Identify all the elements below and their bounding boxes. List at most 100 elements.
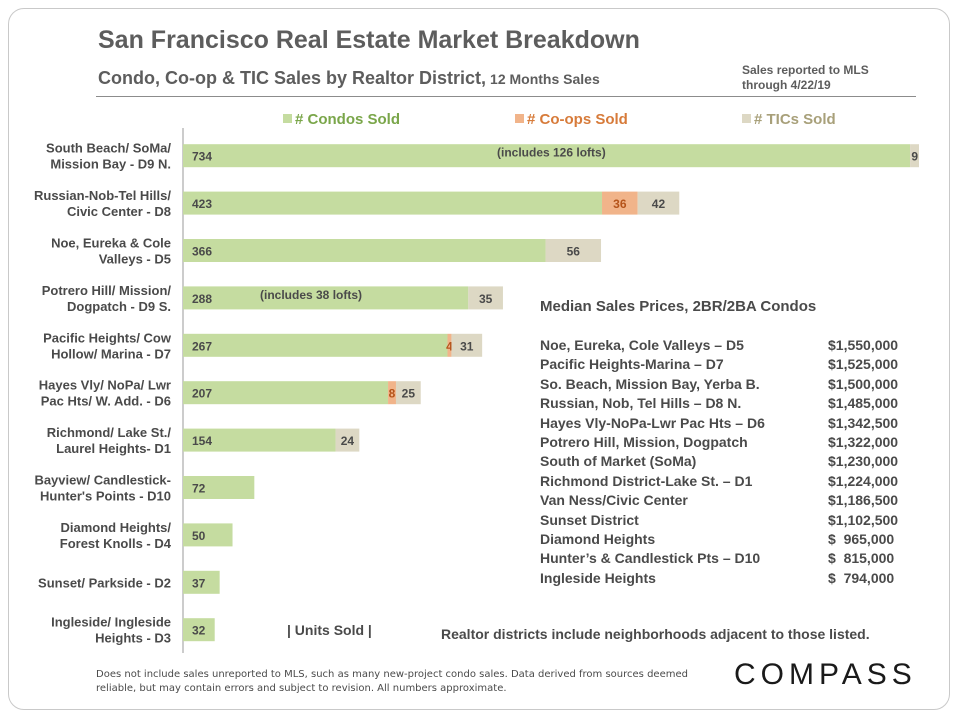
subtitle-period: 12 Months Sales [490,71,600,87]
median-price-row: Sunset District $1,102,500 [540,511,912,530]
category-label: Richmond/ Lake St./ [47,425,172,440]
bar-value-label: 37 [192,576,206,590]
category-label: Laurel Heights- D1 [56,441,171,456]
median-price-row: Russian, Nob, Tel Hills – D8 N. $1,485,00… [540,394,912,413]
bar-value-label: 56 [567,245,581,259]
median-price-value: $ 965,000 [828,530,895,547]
median-price-value: $1,342,500 [828,414,899,431]
bar-value-label: 4 [446,339,453,353]
category-label: Valleys - D5 [99,252,171,267]
median-price-row: Van Ness/Civic Center $1,186,500 [540,491,912,510]
median-price-district: So. Beach, Mission Bay, Yerba B. [540,375,760,392]
median-price-value: $ 794,000 [828,569,895,586]
bar-segment [183,476,255,499]
category-label: Russian-Nob-Tel Hills/ [34,188,171,203]
bar-segment [183,239,546,262]
bar-value-label: 31 [460,339,474,353]
bar-segment [183,428,336,452]
bar-segment [388,381,396,405]
bar-value-label: 366 [192,245,212,259]
category-label: Forest Knolls - D4 [60,536,172,551]
bar-annotation: (includes 126 lofts) [497,146,606,160]
median-price-value: $ 815,000 [828,550,895,567]
median-price-district: Diamond Heights [540,530,656,547]
category-label: South Beach/ SoMa/ [46,141,171,156]
legend-swatch [283,114,292,123]
median-price-value: $1,550,000 [828,337,899,353]
median-price-district: Richmond District-Lake St. – D1 [540,472,753,489]
bar-segment [183,570,220,594]
bar-segment [183,523,233,547]
category-label: Potrero Hill/ Mission/ [42,283,172,298]
median-price-row: Hayes Vly-NoPa-Lwr Pac Hts – D6 $1,342,50… [540,414,912,433]
median-price-district: South of Market (SoMa) [540,453,697,470]
median-price-row: Noe, Eureka, Cole Valleys – D5 $1,550,000 [540,336,912,355]
header-divider [96,96,916,97]
category-label: Heights - D3 [95,631,171,646]
legend-swatch [515,114,524,123]
bar-segment [183,286,469,310]
median-price-value: $1,322,000 [828,433,899,450]
bar-value-label: 423 [192,197,212,211]
category-label: Bayview/ Candlestick- [34,473,171,488]
bar-segment [451,333,483,357]
bar-segment [395,381,421,405]
median-price-value: $1,230,000 [828,453,899,470]
median-price-value: $1,500,000 [828,375,899,392]
bar-segment [183,333,448,357]
compass-logo: COMPASS [734,658,917,691]
bar-value-label: 154 [192,434,212,448]
legend-swatch [742,114,751,123]
bar-segment [183,191,603,215]
median-price-row: Richmond District-Lake St. – D1 $1,224,00… [540,472,912,491]
bar-segment [447,333,452,357]
source-note-line1: Sales reported to MLS [742,63,869,77]
median-price-district: Potrero Hill, Mission, Dogpatch [540,433,748,450]
category-label: Noe, Eureka & Cole [51,236,171,251]
median-price-value: $1,224,000 [828,472,899,489]
x-axis-label: | Units Sold | [287,622,372,638]
category-label: Diamond Heights/ [60,520,171,535]
bar-segment [183,144,911,168]
realtor-note: Realtor districts include neighborhoods … [441,626,870,642]
median-price-district: Hunter’s & Candlestick Pts – D10 [540,550,761,567]
bar-value-label: 36 [613,197,627,211]
median-price-row: Ingleside Heights $ 794,000 [540,569,912,588]
bar-value-label: 24 [341,434,355,448]
bar-value-label: 207 [192,387,212,401]
bar-value-label: 25 [402,387,416,401]
bar-segment [183,618,215,642]
category-label: Pacific Heights/ Cow [43,330,172,345]
median-price-value: $1,186,500 [828,492,899,509]
source-note-line2: through 4/22/19 [742,78,831,92]
median-price-district: Ingleside Heights [540,569,656,586]
bar-segment [637,191,680,215]
median-price-value: $1,525,000 [828,356,899,373]
slide-frame [8,8,950,710]
bar-value-label: 9 [911,150,918,164]
bar-value-label: 288 [192,292,212,306]
legend-label: # Condos Sold [295,111,400,128]
bar-segment [468,286,503,310]
median-price-value: $1,102,500 [828,511,899,528]
bar-value-label: 72 [192,482,206,496]
median-price-row: Diamond Heights $ 965,000 [540,530,912,549]
bar-value-label: 8 [389,387,396,401]
median-price-district: Van Ness/Civic Center [540,492,688,509]
legend-label: # Co-ops Sold [527,111,628,128]
median-price-row: South of Market (SoMa) $1,230,000 [540,452,912,471]
chart-subtitle: Condo, Co-op & TIC Sales by Realtor Dist… [98,68,600,89]
bar-value-label: 50 [192,529,206,543]
category-label: Mission Bay - D9 N. [50,157,171,172]
legend-label: # TICs Sold [754,111,836,128]
source-note: Sales reported to MLS through 4/22/19 [742,63,869,93]
median-prices-list: Noe, Eureka, Cole Valleys – D5 $1,550,000… [540,336,912,588]
bar-value-label: 42 [652,197,666,211]
median-price-row: Hunter’s & Candlestick Pts – D10 $ 815,00… [540,549,912,568]
footnote: Does not include sales unreported to MLS… [96,669,688,694]
category-label: Hayes Vly/ NoPa/ Lwr [39,378,171,393]
category-label: Civic Center - D8 [67,204,171,219]
category-label: Dogpatch - D9 S. [67,299,171,314]
median-price-row: Potrero Hill, Mission, Dogpatch $1,322,00… [540,433,912,452]
